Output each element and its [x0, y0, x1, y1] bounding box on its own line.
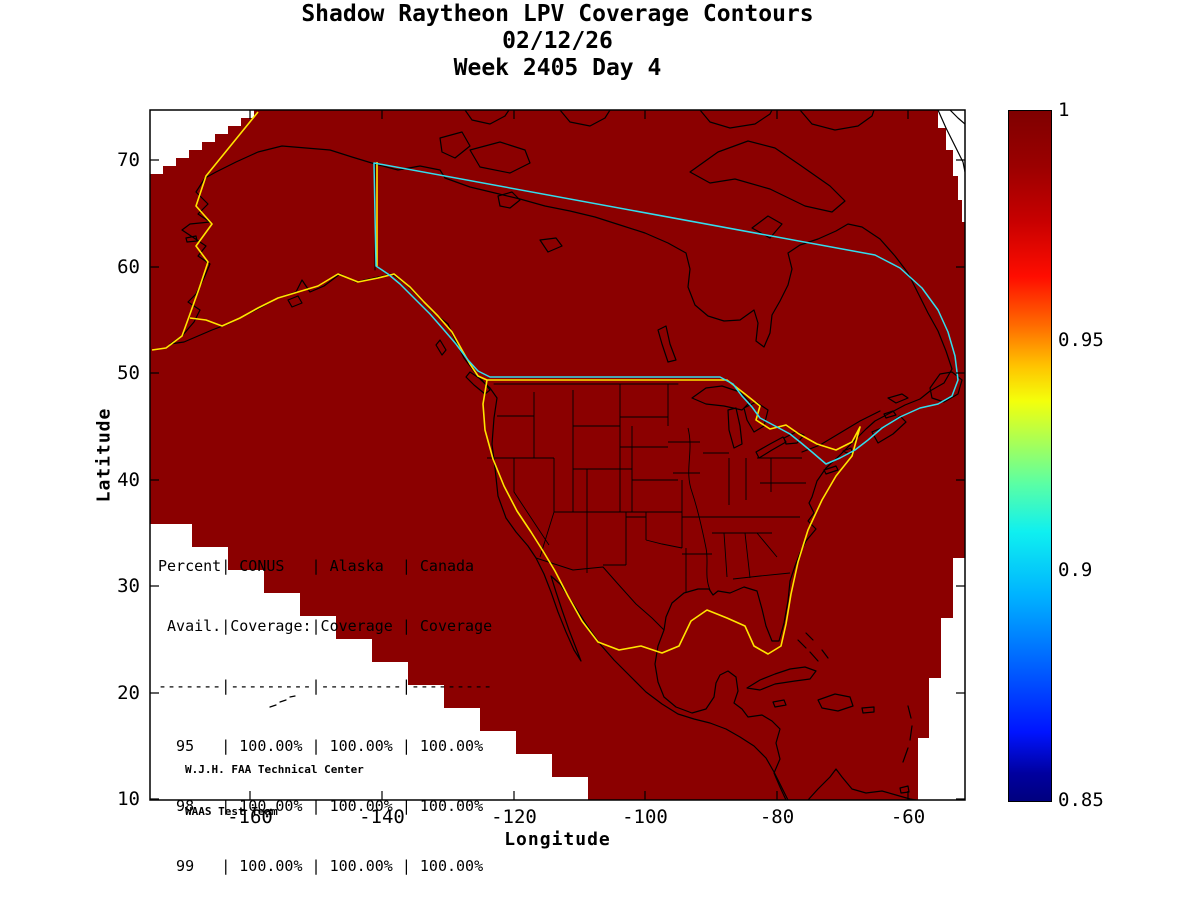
y-tick-label: 70 [117, 149, 140, 171]
table-header-row: Percent| CONUS | Alaska | Canada [158, 557, 475, 575]
table-header-row: Avail.|Coverage:|Coverage | Coverage [158, 617, 493, 635]
x-axis-label: Longitude [504, 829, 611, 850]
x-tick-label: -60 [890, 806, 926, 828]
pacific-coastline [447, 323, 789, 800]
table-row: 95 | 100.00% | 100.00% | 100.00% [158, 737, 484, 755]
y-tick-label: 50 [117, 362, 140, 384]
alaska-coastline [169, 145, 449, 345]
table-row: 98 | 100.00% | 100.00% | 100.00% [158, 797, 484, 815]
credit-text: W.J.H. FAA Technical Center WAAS Test Te… [185, 735, 364, 847]
figure-title: Shadow Raytheon LPV Coverage Contours [301, 1, 814, 27]
coverage-table: Percent| CONUS | Alaska | Canada Avail.|… [158, 516, 492, 900]
plot-border [149, 109, 966, 801]
y-axis-label: Latitude [93, 407, 115, 503]
lpv-cyan-contours [373, 162, 959, 465]
y-tick-label: 60 [117, 256, 140, 278]
canada-contour [373, 162, 959, 465]
lpv-yellow-contours [151, 111, 861, 655]
coverage-region [150, 110, 965, 800]
plot-frame [149, 109, 966, 801]
x-tick-label: -100 [622, 806, 668, 828]
colorbar-tick-label: 0.9 [1058, 559, 1093, 581]
colorbar-tick-label: 0.95 [1058, 329, 1104, 351]
alaska-contour-south [189, 273, 488, 381]
y-tick-label: 30 [117, 575, 140, 597]
x-tick-label: -140 [359, 806, 405, 828]
colorbar-tick-label: 0.85 [1058, 789, 1104, 811]
state-borders-layer [487, 384, 806, 592]
y-tick-label: 20 [117, 682, 140, 704]
coastline-layer [169, 110, 965, 800]
title-block: Shadow Raytheon LPV Coverage Contours 02… [150, 1, 965, 82]
table-separator-row: -------|---------|---------|--------- [158, 677, 493, 695]
table-row: 99 | 100.00% | 100.00% | 100.00% [158, 857, 484, 875]
tick-marks [150, 110, 965, 800]
x-tick-label: -120 [491, 806, 537, 828]
figure-week: Week 2405 Day 4 [453, 55, 662, 81]
colorbar [1008, 110, 1052, 802]
x-tick-label: -80 [759, 806, 795, 828]
credit-line-2: WAAS Test Team [185, 805, 278, 818]
y-tick-label: 10 [117, 788, 140, 810]
figure-date: 02/12/26 [502, 28, 613, 54]
x-tick-label: -160 [227, 806, 273, 828]
credit-line-1: W.J.H. FAA Technical Center [185, 763, 364, 776]
colorbar-tick-label: 1 [1058, 99, 1070, 121]
conus-contour [482, 379, 861, 655]
state-borders [487, 384, 806, 592]
alaska-contour [151, 111, 259, 351]
y-tick-label: 40 [117, 469, 140, 491]
